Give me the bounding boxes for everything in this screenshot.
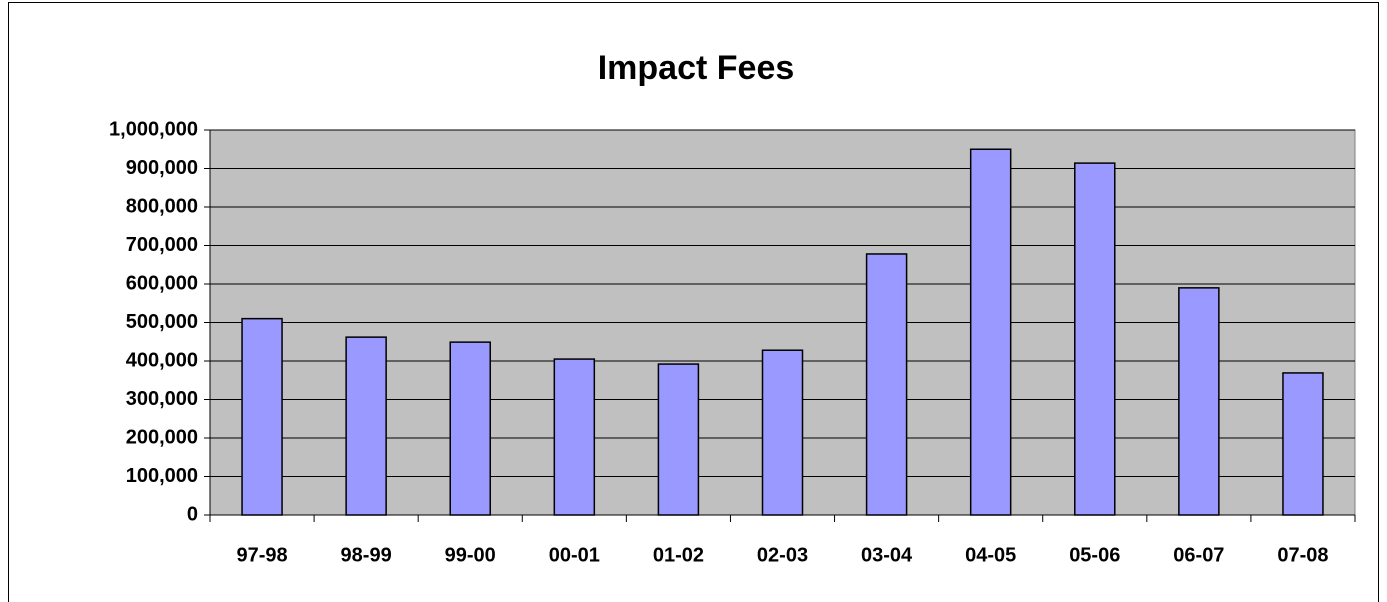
x-tick-label: 99-00 <box>445 544 496 566</box>
bar <box>1178 287 1220 516</box>
bar <box>1074 162 1116 516</box>
bar <box>969 148 1012 516</box>
y-tick-label: 200,000 <box>126 426 198 448</box>
y-tick-label: 0 <box>187 503 198 525</box>
y-tick-label: 100,000 <box>126 465 198 487</box>
x-tick-label: 00-01 <box>549 544 600 566</box>
x-tick-label: 05-06 <box>1069 544 1120 566</box>
x-tick-label: 01-02 <box>653 544 704 566</box>
bar <box>1282 372 1324 516</box>
x-tick-label: 98-99 <box>341 544 392 566</box>
bar <box>345 336 387 516</box>
bar <box>865 253 908 516</box>
chart-title: Impact Fees <box>598 49 795 87</box>
bar <box>657 363 700 516</box>
bar <box>449 341 491 516</box>
x-tick-label: 03-04 <box>861 544 913 566</box>
y-tick-label: 300,000 <box>126 388 198 410</box>
x-tick-label: 97-98 <box>236 544 287 566</box>
y-tick-label: 500,000 <box>126 311 198 333</box>
bar <box>553 358 596 516</box>
y-tick-label: 600,000 <box>126 272 198 294</box>
y-tick-label: 400,000 <box>126 349 198 371</box>
y-tick-label: 900,000 <box>126 157 198 179</box>
x-tick-label: 06-07 <box>1173 544 1224 566</box>
x-tick-label: 04-05 <box>965 544 1016 566</box>
x-tick-label: 02-03 <box>757 544 808 566</box>
bar <box>241 317 283 516</box>
bar <box>761 349 804 516</box>
y-tick-label: 700,000 <box>126 234 198 256</box>
y-tick-label: 1,000,000 <box>109 118 198 140</box>
x-tick-label: 07-08 <box>1277 544 1328 566</box>
y-tick-label: 800,000 <box>126 195 198 217</box>
